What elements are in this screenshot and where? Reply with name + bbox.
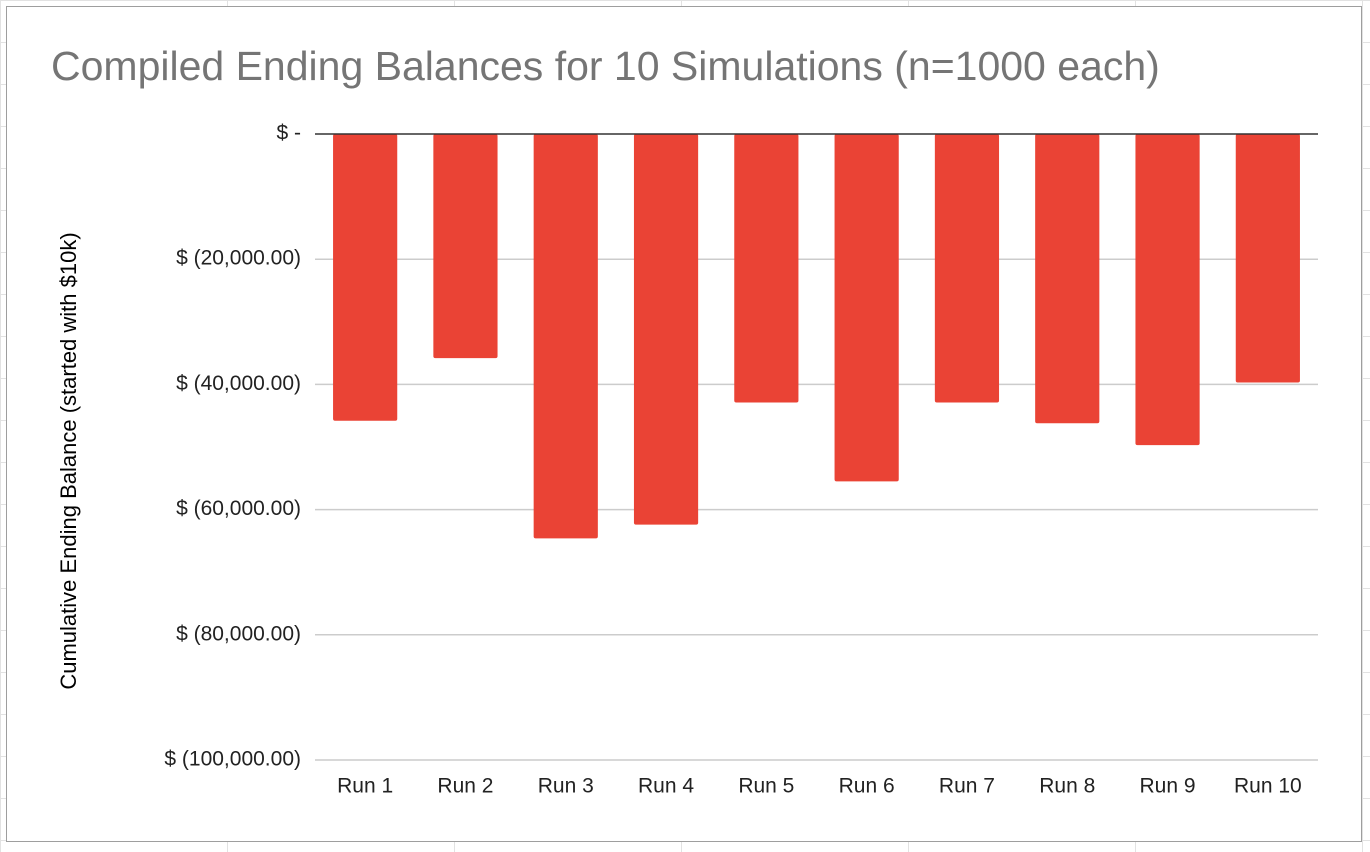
y-tick-label: $ (20,000.00): [176, 247, 301, 270]
x-tick-label: Run 6: [839, 775, 895, 798]
bar[interactable]: [934, 134, 1000, 403]
x-tick-label: Run 7: [939, 775, 995, 798]
bar[interactable]: [1235, 134, 1300, 383]
bar[interactable]: [834, 134, 899, 482]
bar[interactable]: [333, 134, 398, 421]
bar[interactable]: [633, 134, 699, 525]
y-tick-label: $ (40,000.00): [176, 372, 301, 395]
x-axis-tick-labels: Run 1 Run 2 Run 3 Run 4 Run 5 Run 6 Run 7 Run 8…: [337, 775, 1302, 798]
y-axis-title: Cumulative Ending Balance (started with …: [56, 232, 81, 689]
bar[interactable]: [533, 134, 598, 539]
y-tick-label: $ (100,000.00): [164, 748, 301, 771]
y-tick-label: $ -: [276, 122, 301, 145]
y-tick-label: $ (80,000.00): [176, 622, 301, 645]
x-tick-label: Run 4: [638, 775, 694, 798]
x-tick-label: Run 3: [538, 775, 594, 798]
bar[interactable]: [1135, 134, 1200, 446]
y-tick-label: $ (60,000.00): [176, 497, 301, 520]
bars: [333, 134, 1300, 539]
bar[interactable]: [1035, 134, 1100, 424]
bar[interactable]: [433, 134, 498, 359]
x-tick-label: Run 8: [1039, 775, 1095, 798]
chart-title: Compiled Ending Balances for 10 Simulati…: [51, 43, 1160, 89]
x-tick-label: Run 2: [437, 775, 493, 798]
x-tick-label: Run 5: [738, 775, 794, 798]
y-axis-tick-labels: $ - $ (20,000.00) $ (40,000.00) $ (60,000.0…: [164, 122, 301, 771]
x-tick-label: Run 10: [1234, 775, 1302, 798]
bar[interactable]: [734, 134, 799, 403]
x-tick-label: Run 9: [1140, 775, 1196, 798]
x-tick-label: Run 1: [337, 775, 393, 798]
